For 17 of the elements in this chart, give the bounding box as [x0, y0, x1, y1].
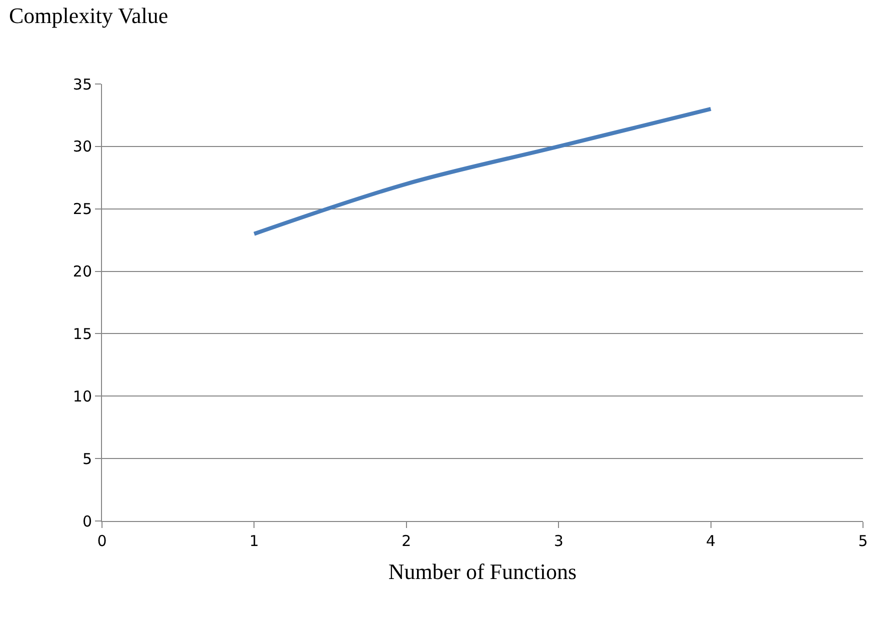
y-tick-label: 25 — [72, 200, 92, 218]
x-tick-label: 3 — [554, 532, 564, 550]
line-series — [252, 106, 713, 236]
y-tick-label: 10 — [72, 387, 92, 406]
x-tick-label: 1 — [249, 532, 259, 550]
y-tick-label: 20 — [72, 262, 92, 281]
y-tick-label: 35 — [72, 75, 92, 94]
y-tick-label: 30 — [72, 138, 92, 156]
x-tick-label: 0 — [97, 532, 107, 550]
y-tick-label: 15 — [72, 324, 92, 343]
y-tick-label: 0 — [82, 512, 92, 530]
y-tick-label: 5 — [82, 450, 92, 468]
x-axis-title: Number of Functions — [388, 558, 577, 584]
y-axis-title: Complexity Value — [9, 3, 168, 28]
x-tick-label: 4 — [706, 532, 716, 550]
x-tick-label: 2 — [402, 532, 412, 550]
x-tick-label: 5 — [858, 532, 868, 550]
